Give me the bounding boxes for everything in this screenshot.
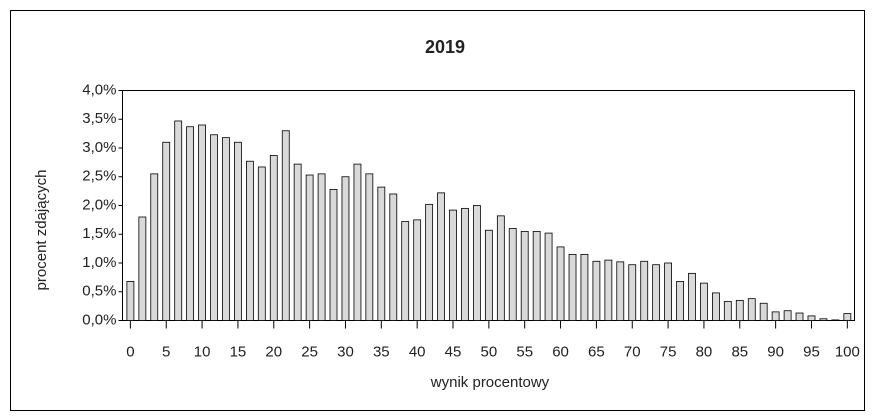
bar	[795, 312, 804, 321]
bar	[150, 173, 159, 321]
x-tick-label: 75	[660, 343, 677, 360]
bar	[556, 246, 565, 321]
bar	[520, 230, 529, 321]
y-tick-label: 0,5%	[82, 283, 116, 300]
bar	[568, 253, 577, 321]
bar	[174, 120, 183, 321]
bar	[449, 209, 457, 321]
x-tick-label: 95	[803, 343, 820, 360]
bar	[377, 186, 386, 321]
bar	[234, 141, 242, 321]
bar	[341, 176, 350, 321]
x-tick-label: 100	[835, 343, 860, 360]
bar	[210, 134, 218, 321]
bar	[688, 272, 696, 321]
y-tick-label: 2,0%	[82, 196, 116, 213]
y-tick-label: 4,0%	[82, 81, 116, 98]
bar	[496, 215, 505, 321]
bar	[712, 292, 720, 321]
y-tick-label: 1,5%	[82, 225, 116, 242]
bar	[783, 310, 792, 321]
x-tick-label: 85	[731, 343, 748, 360]
bar	[126, 280, 135, 321]
bar	[771, 311, 780, 321]
bar	[401, 221, 410, 321]
bar	[293, 163, 302, 321]
y-tick-label: 2,5%	[82, 168, 116, 185]
x-tick-label: 25	[301, 343, 318, 360]
x-axis-label: wynik procentowy	[430, 374, 550, 391]
x-tick-label: 35	[373, 343, 390, 360]
x-tick-label: 40	[409, 343, 426, 360]
bar	[759, 302, 768, 321]
bar	[281, 130, 290, 321]
bar	[257, 166, 266, 321]
bar	[700, 282, 708, 321]
x-tick-label: 10	[194, 343, 211, 360]
bar	[198, 124, 206, 321]
x-tick-label: 60	[552, 343, 569, 360]
bar	[735, 299, 744, 321]
bar	[425, 203, 434, 321]
bar	[472, 205, 481, 321]
bar	[508, 228, 517, 321]
bar	[222, 137, 230, 321]
bar	[592, 260, 601, 321]
bar	[532, 230, 541, 321]
chart-title: 2019	[425, 37, 465, 57]
bar	[544, 232, 553, 321]
x-tick-label: 30	[337, 343, 354, 360]
bar	[437, 192, 445, 321]
bar	[616, 261, 625, 321]
bar	[484, 229, 493, 321]
y-axis-label: procent zdających	[33, 170, 50, 291]
bar	[353, 163, 362, 321]
x-tick-label: 70	[624, 343, 641, 360]
bar	[413, 219, 422, 321]
x-tick-label: 90	[767, 343, 784, 360]
bar	[640, 260, 649, 321]
bar	[246, 160, 254, 321]
bar	[580, 253, 589, 321]
bar	[138, 216, 147, 321]
x-tick-label: 80	[696, 343, 713, 360]
x-tick-label: 20	[265, 343, 282, 360]
x-tick-label: 0	[126, 343, 134, 360]
bar	[664, 262, 672, 321]
bar	[723, 301, 732, 321]
y-tick-label: 0,0%	[82, 311, 116, 328]
bar	[628, 264, 637, 321]
bar	[329, 188, 338, 321]
x-tick-label: 50	[481, 343, 498, 360]
bar	[807, 315, 816, 321]
bar	[604, 259, 613, 321]
x-tick-label: 5	[162, 343, 170, 360]
bar	[819, 318, 828, 321]
bar	[676, 280, 684, 321]
bar	[652, 264, 661, 321]
bar	[365, 173, 374, 321]
x-tick-label: 45	[445, 343, 462, 360]
bar	[162, 141, 171, 321]
bar	[747, 298, 756, 321]
bar	[186, 126, 195, 321]
chart-border	[10, 10, 865, 411]
bar	[317, 173, 326, 321]
bar	[831, 319, 840, 321]
bar	[269, 155, 278, 321]
x-tick-label: 55	[516, 343, 533, 360]
bar	[389, 193, 398, 321]
x-tick-label: 65	[588, 343, 605, 360]
bar	[461, 207, 469, 321]
y-tick-label: 1,0%	[82, 254, 116, 271]
x-tick-label: 15	[230, 343, 247, 360]
bar	[305, 174, 314, 321]
y-tick-label: 3,5%	[82, 110, 116, 127]
bar	[843, 313, 852, 321]
y-tick-label: 3,0%	[82, 139, 116, 156]
